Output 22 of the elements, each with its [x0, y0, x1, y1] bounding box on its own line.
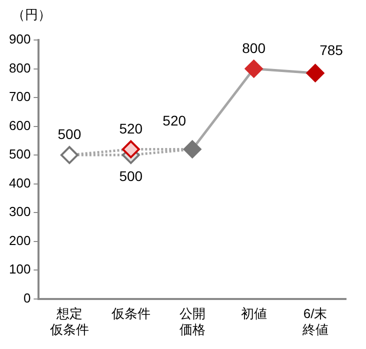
y-tick-label: 900 [8, 32, 31, 47]
data-label: 500 [58, 126, 82, 142]
y-tick-label: 800 [8, 60, 31, 76]
y-tick-label: 300 [8, 204, 31, 220]
x-tick-label: 想定仮条件 [48, 306, 89, 337]
y-tick-label: 0 [23, 290, 31, 306]
y-tick-label: 500 [8, 146, 31, 162]
data-label: 785 [320, 42, 344, 58]
x-tick-label: 初値 [240, 306, 267, 322]
x-tick-label: 公開価格 [179, 306, 206, 337]
data-label: 520 [119, 120, 143, 136]
x-tick-label: 6/末終値 [301, 306, 328, 337]
y-tick-label: 100 [8, 262, 31, 277]
y-tick-label: 600 [8, 118, 31, 133]
y-tick-label: 200 [8, 232, 31, 248]
data-label: 800 [242, 40, 266, 56]
data-label: 500 [119, 168, 143, 184]
data-label: 520 [162, 112, 186, 128]
x-tick-label: 仮条件 [110, 306, 150, 322]
y-axis-title: （円） [12, 6, 51, 24]
y-tick-label: 700 [8, 89, 31, 104]
y-tick-label: 400 [8, 175, 31, 190]
